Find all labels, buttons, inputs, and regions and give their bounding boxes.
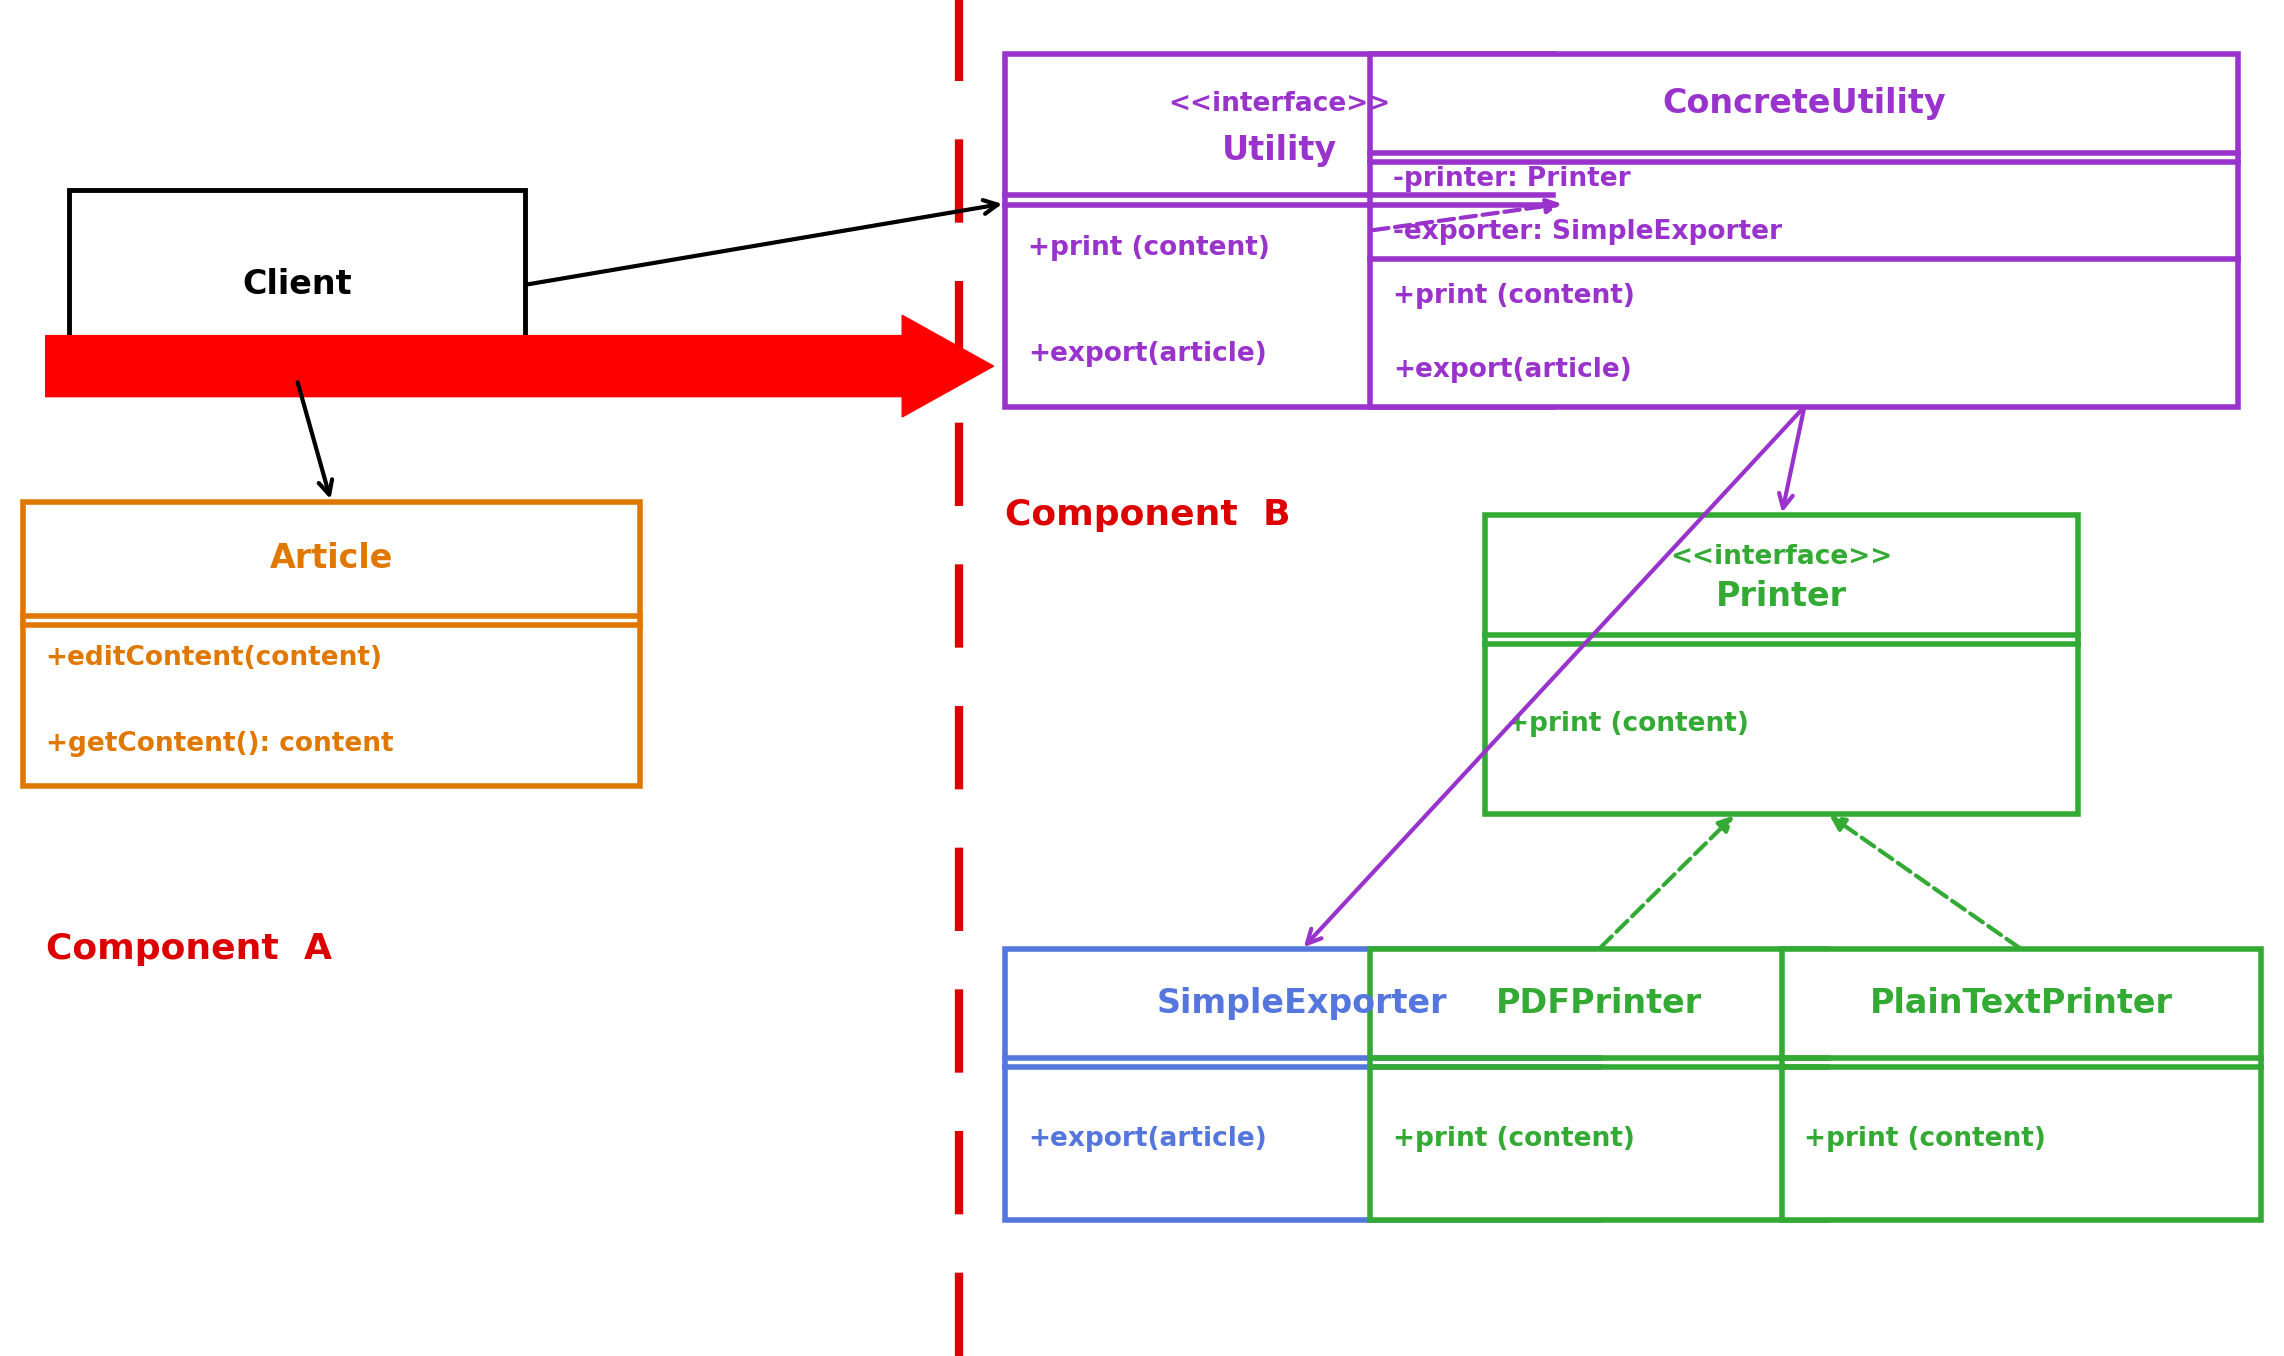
Text: +getContent(): content: +getContent(): content — [46, 731, 393, 757]
Text: <<interface>>: <<interface>> — [1670, 544, 1893, 570]
Bar — [69, 190, 525, 380]
Bar — [1485, 515, 2078, 814]
Text: PlainTextPrinter: PlainTextPrinter — [1871, 987, 2172, 1020]
FancyArrow shape — [46, 316, 994, 418]
Text: Component  B: Component B — [1005, 498, 1290, 533]
Text: +print (content): +print (content) — [1393, 1125, 1635, 1153]
Text: +print (content): +print (content) — [1804, 1125, 2046, 1153]
Bar — [1005, 949, 1599, 1220]
Bar — [23, 502, 640, 786]
Text: +print (content): +print (content) — [1028, 235, 1270, 262]
Text: Utility: Utility — [1222, 134, 1336, 167]
Text: Client: Client — [242, 268, 352, 301]
Text: +print (content): +print (content) — [1393, 283, 1635, 309]
Text: -exporter: SimpleExporter: -exporter: SimpleExporter — [1393, 220, 1782, 245]
Text: +export(article): +export(article) — [1393, 357, 1633, 382]
Text: +export(article): +export(article) — [1028, 340, 1268, 367]
Text: +print (content): +print (content) — [1507, 711, 1750, 738]
Text: +editContent(content): +editContent(content) — [46, 645, 384, 671]
Text: <<interface>>: <<interface>> — [1167, 91, 1391, 117]
Text: +export(article): +export(article) — [1028, 1125, 1268, 1153]
Text: Printer: Printer — [1715, 580, 1848, 613]
Text: ConcreteUtility: ConcreteUtility — [1663, 87, 1946, 121]
Bar — [1005, 54, 1553, 407]
Text: Article: Article — [270, 542, 393, 575]
Bar — [1370, 949, 1827, 1220]
Text: Component  A: Component A — [46, 932, 331, 967]
Bar — [1782, 949, 2261, 1220]
Text: -printer: Printer: -printer: Printer — [1393, 167, 1631, 193]
Text: PDFPrinter: PDFPrinter — [1496, 987, 1702, 1020]
Bar — [1370, 54, 2238, 407]
Text: SimpleExporter: SimpleExporter — [1156, 987, 1448, 1020]
